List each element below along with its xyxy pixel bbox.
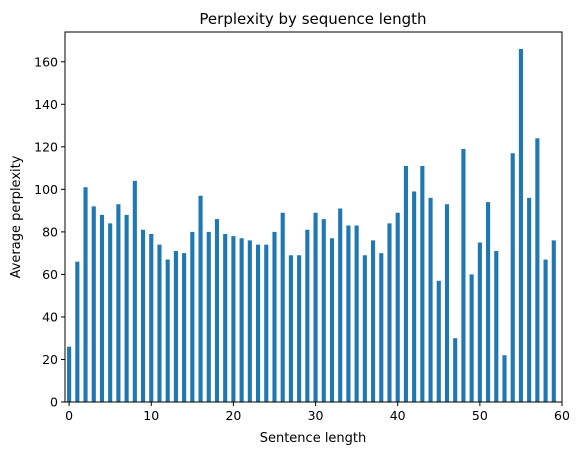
bar-18 bbox=[214, 219, 220, 402]
bar-9 bbox=[140, 229, 146, 402]
bar-29 bbox=[305, 229, 310, 402]
bar-50 bbox=[477, 242, 482, 402]
y-tick-label: 80 bbox=[42, 224, 58, 239]
bar-55 bbox=[518, 49, 523, 402]
plot-frame bbox=[64, 31, 563, 403]
bar-20 bbox=[231, 236, 236, 402]
bar-1 bbox=[75, 261, 80, 402]
bar-34 bbox=[346, 225, 351, 402]
bar-30 bbox=[313, 212, 318, 402]
bar-51 bbox=[486, 202, 491, 402]
bar-23 bbox=[256, 244, 261, 402]
y-tick-label: 0 bbox=[50, 395, 58, 410]
bar-7 bbox=[124, 214, 129, 402]
bar-22 bbox=[247, 240, 252, 402]
bar-10 bbox=[149, 234, 154, 402]
bar-31 bbox=[321, 219, 326, 402]
bar-28 bbox=[297, 255, 302, 402]
bar-47 bbox=[453, 338, 458, 402]
bar-3 bbox=[91, 206, 96, 402]
bar-43 bbox=[420, 165, 425, 402]
x-axis-label: Sentence length bbox=[260, 431, 367, 446]
bar-32 bbox=[329, 238, 335, 402]
bar-38 bbox=[379, 253, 384, 402]
bar-21 bbox=[239, 238, 244, 402]
x-axis-ticks: 0 10 20 30 40 50 60 bbox=[65, 402, 570, 423]
bar-39 bbox=[387, 223, 392, 402]
bar-2 bbox=[83, 187, 88, 402]
y-tick-label: 100 bbox=[34, 182, 58, 197]
x-tick-label: 50 bbox=[472, 408, 488, 423]
bar-6 bbox=[116, 204, 121, 402]
bar-17 bbox=[206, 231, 211, 402]
bar-15 bbox=[190, 231, 195, 402]
bar-25 bbox=[272, 231, 277, 402]
chart-title: Perplexity by sequence length bbox=[199, 10, 426, 28]
bar-37 bbox=[371, 240, 376, 402]
bar-24 bbox=[264, 244, 269, 402]
bar-53 bbox=[502, 355, 507, 402]
bar-13 bbox=[173, 251, 178, 402]
bar-4 bbox=[99, 214, 105, 402]
x-tick-label: 0 bbox=[65, 408, 73, 423]
bar-36 bbox=[362, 255, 367, 402]
bar-26 bbox=[280, 212, 285, 402]
y-tick-label: 160 bbox=[34, 54, 58, 69]
bar-41 bbox=[403, 165, 408, 402]
bar-49 bbox=[469, 274, 474, 402]
bar-44 bbox=[428, 197, 433, 402]
y-tick-label: 140 bbox=[34, 97, 58, 112]
bar-40 bbox=[395, 212, 400, 402]
bar-14 bbox=[182, 253, 187, 402]
bar-56 bbox=[527, 197, 532, 402]
y-tick-label: 40 bbox=[42, 309, 58, 324]
x-tick-label: 60 bbox=[554, 408, 570, 423]
bar-8 bbox=[132, 180, 137, 402]
x-tick-label: 40 bbox=[390, 408, 406, 423]
bar-11 bbox=[157, 244, 162, 402]
bar-52 bbox=[494, 251, 499, 402]
bar-33 bbox=[338, 208, 343, 402]
bar-54 bbox=[510, 153, 515, 402]
bar-57 bbox=[535, 138, 540, 402]
x-tick-label: 30 bbox=[308, 408, 324, 423]
bar-46 bbox=[444, 204, 450, 402]
x-tick-label: 10 bbox=[143, 408, 159, 423]
y-axis-label: Average perplexity bbox=[9, 155, 24, 278]
y-tick-label: 120 bbox=[34, 139, 58, 154]
x-tick-label: 20 bbox=[225, 408, 241, 423]
y-tick-label: 20 bbox=[42, 352, 58, 367]
bar-27 bbox=[288, 255, 293, 402]
y-tick-label: 60 bbox=[42, 267, 58, 282]
bar-0 bbox=[67, 346, 72, 402]
bar-48 bbox=[461, 148, 466, 402]
bar-35 bbox=[354, 225, 359, 402]
bar-19 bbox=[223, 234, 228, 402]
bar-12 bbox=[165, 259, 170, 402]
bar-16 bbox=[198, 195, 203, 402]
bars-group bbox=[67, 49, 556, 402]
bar-45 bbox=[436, 280, 441, 402]
bar-58 bbox=[543, 259, 548, 402]
bar-5 bbox=[108, 223, 113, 402]
y-axis-ticks: 0 20 40 60 80 100 120 140 160 bbox=[34, 54, 65, 410]
bar-42 bbox=[412, 191, 417, 402]
bar-59 bbox=[551, 240, 556, 402]
